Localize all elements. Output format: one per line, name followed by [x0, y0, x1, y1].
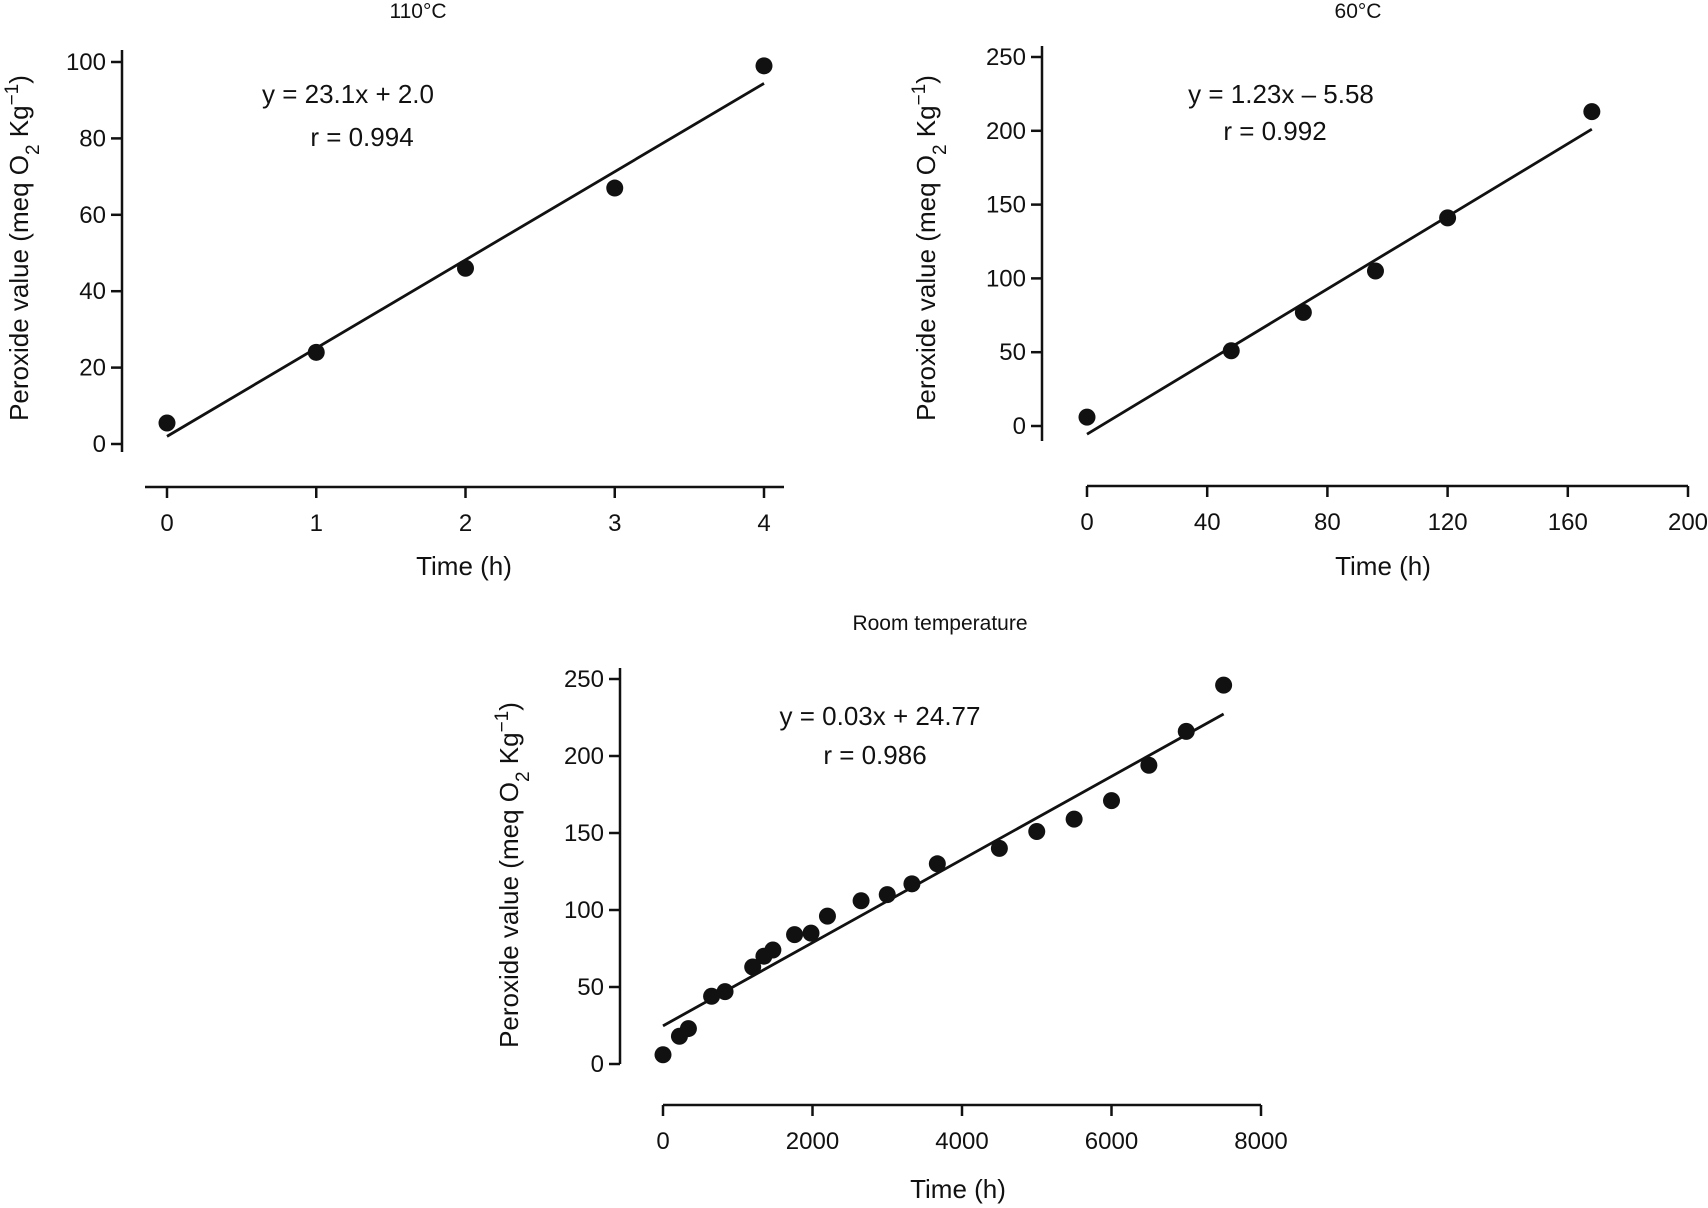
x-tick-label: 2	[459, 510, 472, 537]
correlation-coefficient: r = 0.992	[1223, 116, 1326, 146]
y-tick-label: 200	[564, 743, 604, 770]
data-point	[764, 941, 782, 959]
regression-line	[1086, 128, 1593, 436]
x-tick-label: 0	[1080, 509, 1093, 536]
y-axis-title: Peroxide value (meq O2 Kg−1)	[2, 75, 44, 421]
data-point	[606, 179, 624, 197]
chart-panel-110c: 110°C y = 23.1x + 2.0 r = 0.994 Time (h)…	[2, 0, 784, 581]
x-tick-label: 1	[310, 510, 323, 537]
chart-title: 60°C	[1335, 0, 1382, 23]
data-point	[1140, 756, 1158, 774]
x-tick-label: 2000	[786, 1128, 839, 1155]
data-point	[457, 259, 474, 277]
data-point	[786, 926, 804, 944]
x-tick-label: 8000	[1234, 1128, 1287, 1155]
x-axis-title: Time (h)	[1335, 551, 1431, 581]
y-tick-label: 200	[986, 118, 1026, 145]
x-axis-title: Time (h)	[910, 1174, 1006, 1204]
y-tick-label: 80	[79, 125, 106, 152]
data-point	[755, 57, 773, 75]
data-point	[802, 924, 820, 942]
data-point	[307, 343, 325, 361]
data-point	[1294, 303, 1312, 321]
x-tick-label: 4000	[935, 1128, 988, 1155]
y-tick-label: 100	[66, 49, 106, 76]
y-tick-label: 60	[79, 202, 106, 229]
data-point	[1103, 792, 1120, 810]
x-tick-label: 40	[1194, 509, 1221, 536]
data-point	[1028, 822, 1046, 840]
y-axis-title: Peroxide value (meq O2 Kg−1)	[492, 702, 534, 1048]
x-tick-label: 3	[608, 510, 621, 537]
data-point	[818, 907, 836, 925]
data-point	[878, 886, 896, 904]
data-point	[1439, 209, 1457, 227]
x-axis-title: Time (h)	[416, 551, 512, 581]
data-point	[744, 958, 762, 976]
data-point	[654, 1046, 672, 1064]
data-point	[1222, 342, 1240, 360]
y-tick-label: 0	[93, 431, 106, 458]
y-axis-title-text: Peroxide value (meq O2 Kg−1)	[909, 75, 951, 421]
y-tick-label: 100	[564, 897, 604, 924]
data-point	[1366, 262, 1384, 280]
x-tick-label: 80	[1314, 509, 1341, 536]
fit-equation: y = 23.1x + 2.0	[262, 79, 434, 109]
chart-panel-60c: 60°C y = 1.23x – 5.58 r = 0.992 Time (h)…	[909, 0, 1708, 581]
x-tick-label: 120	[1428, 509, 1468, 536]
y-tick-label: 100	[986, 265, 1026, 292]
y-tick-label: 50	[999, 339, 1026, 366]
chart-title: Room temperature	[852, 612, 1027, 635]
y-axis-title: Peroxide value (meq O2 Kg−1)	[909, 75, 951, 421]
data-point	[158, 414, 176, 432]
y-tick-label: 150	[986, 192, 1026, 219]
data-point	[852, 892, 870, 910]
data-point	[1177, 722, 1195, 740]
data-point	[716, 983, 734, 1001]
y-tick-label: 0	[1013, 413, 1026, 440]
y-tick-label: 250	[986, 44, 1026, 71]
fit-equation: y = 1.23x – 5.58	[1188, 79, 1374, 109]
y-tick-label: 250	[564, 666, 604, 693]
y-tick-label: 20	[79, 355, 106, 382]
data-point	[1065, 810, 1083, 828]
data-point	[928, 855, 946, 873]
y-tick-label: 40	[79, 278, 106, 305]
correlation-coefficient: r = 0.994	[310, 122, 413, 152]
x-tick-label: 4	[757, 510, 770, 537]
correlation-coefficient: r = 0.986	[823, 740, 926, 770]
y-axis-title-text: Peroxide value (meq O2 Kg−1)	[492, 702, 534, 1048]
y-tick-label: 50	[577, 974, 604, 1001]
fit-equation: y = 0.03x + 24.77	[780, 701, 981, 731]
data-point	[703, 987, 721, 1005]
regression-line	[662, 712, 1225, 1028]
data-point	[1215, 676, 1233, 694]
data-point	[903, 875, 921, 893]
data-point	[1078, 408, 1096, 426]
data-point	[990, 839, 1008, 857]
x-tick-label: 0	[160, 510, 173, 537]
y-tick-label: 0	[591, 1051, 604, 1078]
data-point	[1583, 103, 1601, 121]
x-tick-label: 6000	[1085, 1128, 1138, 1155]
data-point	[679, 1020, 697, 1038]
x-tick-label: 160	[1548, 509, 1588, 536]
x-tick-label: 0	[656, 1128, 669, 1155]
y-axis-title-text: Peroxide value (meq O2 Kg−1)	[2, 75, 44, 421]
chart-title: 110°C	[389, 0, 446, 23]
chart-panel-room-temperature: Room temperature y = 0.03x + 24.77 r = 0…	[492, 612, 1288, 1204]
x-tick-label: 200	[1668, 509, 1708, 536]
y-tick-label: 150	[564, 820, 604, 847]
